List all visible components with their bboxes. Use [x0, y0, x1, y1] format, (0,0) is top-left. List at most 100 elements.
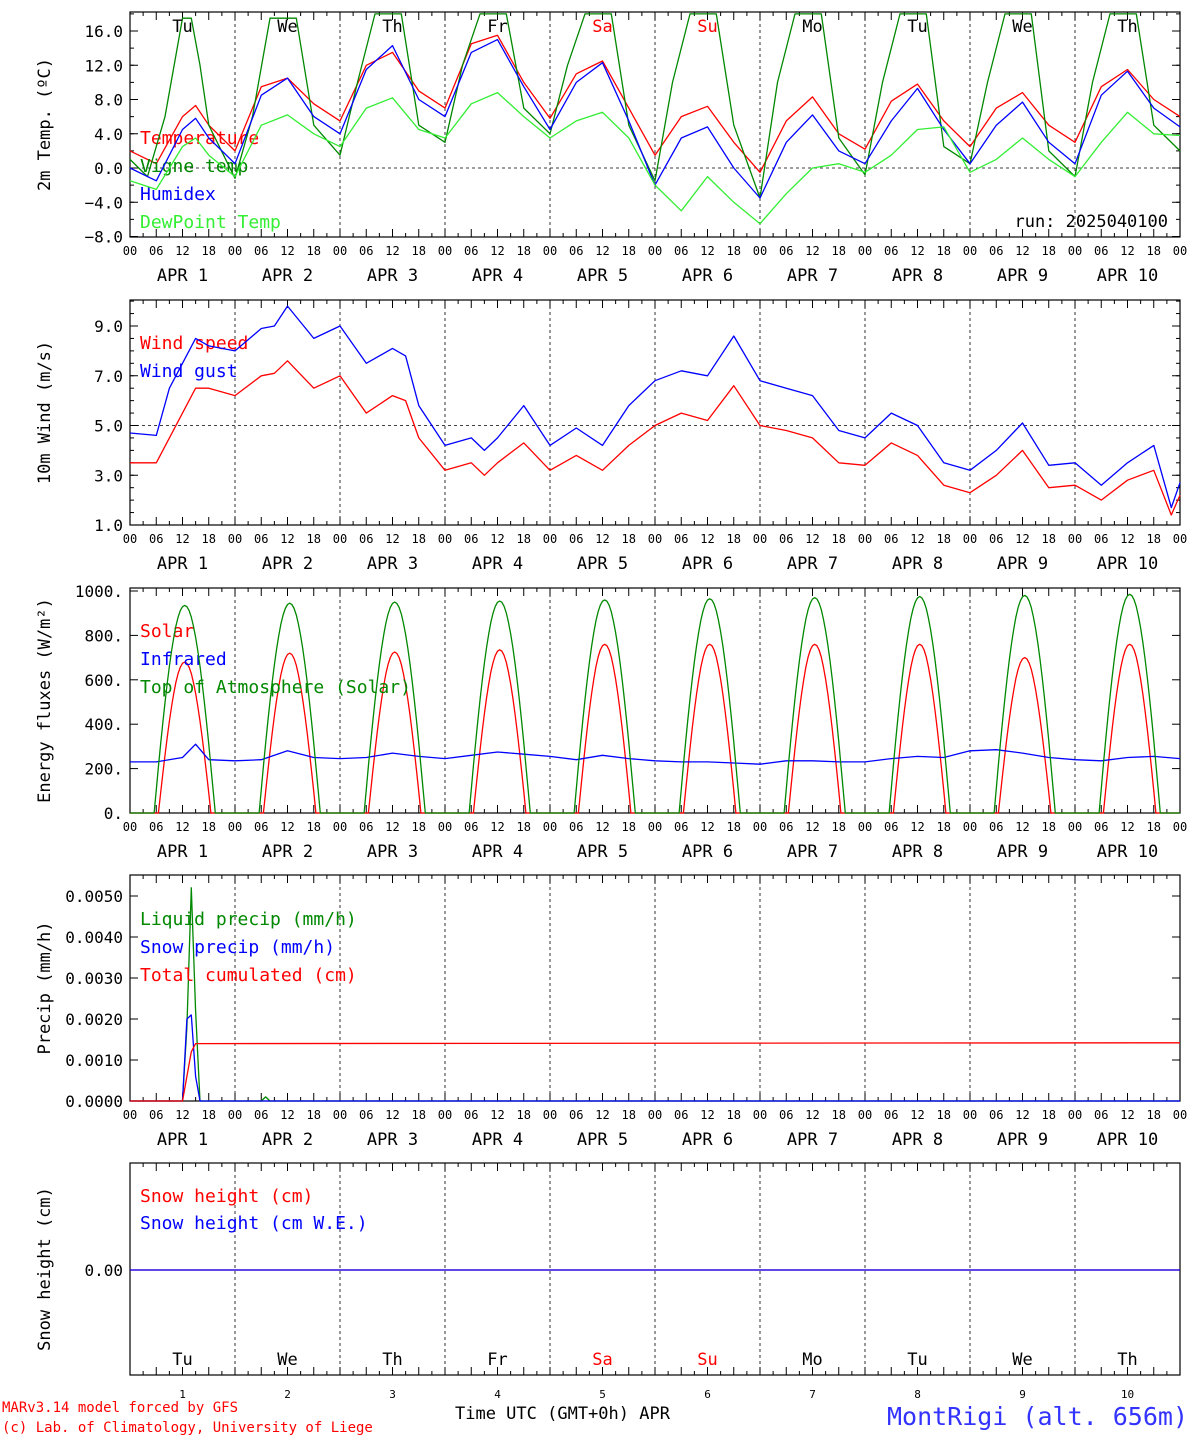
- hour-tick-label: 18: [1042, 820, 1056, 834]
- hour-tick-label: 18: [727, 244, 741, 258]
- hour-tick-label: 00: [648, 1108, 662, 1122]
- day-name-label: We: [1012, 1350, 1032, 1370]
- legend-entry: Wind gust: [140, 361, 238, 382]
- series-line-vigne-temp: [129, 13, 1181, 199]
- hour-tick-label: 12: [280, 820, 294, 834]
- y-tick-label: 3.0: [94, 466, 123, 485]
- hour-tick-label: 12: [385, 1108, 399, 1122]
- series-line-humidex: [129, 38, 1181, 199]
- series-line-temperature: [129, 34, 1181, 173]
- day-number-label: 10: [1121, 1388, 1134, 1401]
- y-tick-label: 0.: [104, 804, 123, 823]
- hour-tick-label: 06: [149, 532, 163, 546]
- date-label: APR 10: [1097, 842, 1158, 862]
- y-tick-label: 0.0: [94, 159, 123, 178]
- time-axis-label: Time UTC (GMT+0h) APR: [455, 1404, 670, 1424]
- hour-tick-label: 00: [438, 532, 452, 546]
- y-tick-label: 600.: [84, 671, 123, 690]
- hour-tick-label: 18: [832, 244, 846, 258]
- hour-tick-label: 12: [385, 244, 399, 258]
- day-number-label: 1: [179, 1388, 186, 1401]
- hour-tick-label: 06: [779, 244, 793, 258]
- lab-credit: (c) Lab. of Climatology, University of L…: [2, 1420, 373, 1436]
- legend-entry: Solar: [140, 621, 194, 642]
- y-tick-label: 400.: [84, 715, 123, 734]
- hour-tick-label: 00: [228, 1108, 242, 1122]
- hour-tick-label: 18: [622, 1108, 636, 1122]
- hour-tick-label: 00: [543, 820, 557, 834]
- hour-tick-label: 00: [543, 1108, 557, 1122]
- hour-tick-label: 00: [543, 532, 557, 546]
- hour-tick-label: 00: [753, 820, 767, 834]
- date-label: APR 6: [682, 554, 733, 574]
- y-tick-label: 4.0: [94, 125, 123, 144]
- y-tick-label: 9.0: [94, 317, 123, 336]
- y-tick-label: 0.0050: [65, 887, 123, 906]
- legend-entry: Snow height (cm): [140, 1186, 313, 1207]
- hour-tick-label: 12: [490, 1108, 504, 1122]
- series-line-infrared: [130, 743, 1181, 765]
- hour-tick-label: 18: [307, 820, 321, 834]
- hour-tick-label: 12: [700, 244, 714, 258]
- hour-tick-label: 06: [359, 1108, 373, 1122]
- hour-tick-label: 00: [1173, 1108, 1187, 1122]
- hour-tick-label: 06: [674, 532, 688, 546]
- hour-tick-label: 12: [385, 532, 399, 546]
- station-name: MontRigi (alt. 656m): [886, 1402, 1188, 1431]
- hour-tick-label: 18: [727, 820, 741, 834]
- day-name-label: We: [277, 17, 297, 37]
- hour-tick-label: 00: [333, 820, 347, 834]
- hour-tick-label: 18: [832, 1108, 846, 1122]
- date-label: APR 1: [157, 842, 208, 862]
- day-name-label: Th: [1117, 17, 1137, 37]
- hour-tick-label: 12: [910, 1108, 924, 1122]
- hour-tick-label: 18: [307, 1108, 321, 1122]
- hour-tick-label: 12: [595, 244, 609, 258]
- day-number-label: 2: [284, 1388, 291, 1401]
- hour-tick-label: 06: [884, 820, 898, 834]
- hour-tick-label: 00: [963, 532, 977, 546]
- date-label: APR 3: [367, 266, 418, 286]
- hour-tick-label: 06: [674, 1108, 688, 1122]
- day-name-label: Tu: [907, 17, 927, 37]
- date-label: APR 9: [997, 266, 1048, 286]
- hour-tick-label: 00: [228, 244, 242, 258]
- y-tick-label: 0.0000: [65, 1092, 123, 1111]
- hour-tick-label: 06: [254, 532, 268, 546]
- hour-tick-label: 00: [858, 244, 872, 258]
- panel-3: 1000. 800. 600. 400. 200. 0. Energy fluxes (W/…: [35, 582, 1187, 862]
- y-tick-label: 1.0: [94, 516, 123, 535]
- day-number-label: 9: [1019, 1388, 1026, 1401]
- plot-frame: [129, 299, 1181, 526]
- hour-tick-label: 12: [910, 532, 924, 546]
- date-label: APR 5: [577, 266, 628, 286]
- hour-tick-label: 12: [805, 244, 819, 258]
- hour-tick-label: 18: [622, 532, 636, 546]
- hour-tick-label: 00: [228, 820, 242, 834]
- hour-tick-label: 12: [700, 532, 714, 546]
- hour-tick-label: 06: [569, 532, 583, 546]
- date-label: APR 3: [367, 842, 418, 862]
- hour-tick-label: 12: [595, 532, 609, 546]
- hour-tick-label: 06: [989, 820, 1003, 834]
- hour-tick-label: 12: [280, 532, 294, 546]
- hour-tick-label: 12: [490, 532, 504, 546]
- hour-tick-label: 18: [412, 532, 426, 546]
- legend-entry: Temperature: [140, 128, 259, 149]
- day-name-label: Su: [697, 17, 717, 37]
- hour-tick-label: 00: [753, 1108, 767, 1122]
- hour-tick-label: 18: [622, 244, 636, 258]
- day-name-label: Tu: [172, 1350, 192, 1370]
- model-credit: MARv3.14 model forced by GFS: [2, 1400, 239, 1416]
- date-label: APR 4: [472, 842, 523, 862]
- hour-tick-label: 00: [438, 820, 452, 834]
- hour-tick-label: 00: [963, 1108, 977, 1122]
- hour-tick-label: 00: [123, 820, 137, 834]
- hour-tick-label: 12: [700, 820, 714, 834]
- hour-tick-label: 00: [963, 820, 977, 834]
- hour-tick-label: 00: [1173, 820, 1187, 834]
- y-tick-label: 8.0: [94, 91, 123, 110]
- hour-tick-label: 18: [202, 244, 216, 258]
- day-number-label: 8: [914, 1388, 921, 1401]
- y-axis-label: Precip (mm/h): [35, 921, 55, 1054]
